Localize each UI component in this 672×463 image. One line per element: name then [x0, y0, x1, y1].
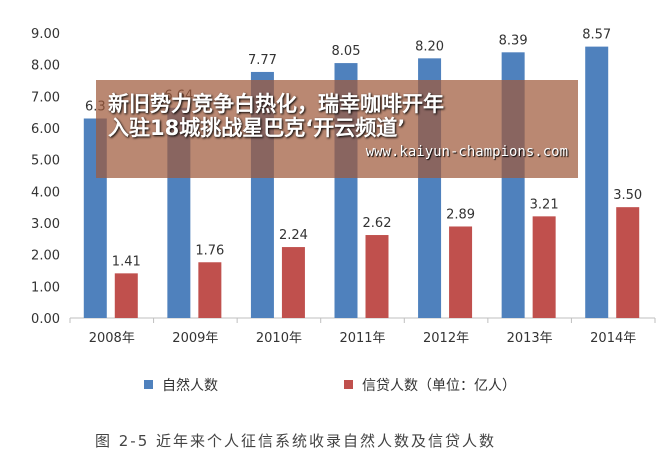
- x-tick-label: 2010年: [256, 331, 302, 346]
- legend-swatch-series-2: [344, 380, 353, 389]
- x-tick-label: 2014年: [590, 331, 636, 346]
- data-label-series-1: 8.57: [582, 28, 611, 43]
- bar-series-2-2010年: [281, 247, 305, 318]
- overlay-url: www.kaiyun-champions.com: [365, 144, 568, 160]
- data-label-series-2: 2.89: [446, 207, 475, 222]
- x-tick-label: 2008年: [89, 331, 135, 346]
- data-label-series-2: 1.41: [112, 254, 141, 269]
- legend-swatch-series-1: [144, 380, 153, 389]
- y-tick-label: 8.00: [31, 59, 60, 74]
- figure-caption: 图 2-5 近年来个人征信系统收录自然人数及信贷人数: [95, 432, 496, 450]
- bar-series-2-2012年: [449, 226, 473, 318]
- overlay-headline-line-2: 入驻18城挑战星巴克‘开云频道’: [108, 116, 406, 140]
- x-tick-label: 2011年: [339, 331, 385, 346]
- data-label-series-2: 3.21: [530, 197, 559, 212]
- data-label-series-2: 1.76: [195, 243, 224, 258]
- y-tick-label: 0.00: [31, 312, 60, 327]
- overlay-headline-line-1: 新旧势力竞争白热化，瑞幸咖啡开年: [108, 92, 444, 116]
- y-tick-label: 7.00: [31, 90, 60, 105]
- axes: 0.00 1.00 2.00 3.00 4.00 5.00 6.00 7.00 8.00 9.00…: [31, 27, 656, 346]
- bar-series-2-2009年: [198, 262, 222, 318]
- y-tick-label: 4.00: [31, 185, 60, 200]
- y-tick-label: 9.00: [31, 27, 60, 42]
- x-tick-label: 2009年: [172, 331, 218, 346]
- data-label-series-1: 8.05: [332, 44, 361, 59]
- data-label-series-2: 3.50: [613, 188, 642, 203]
- y-tick-label: 3.00: [31, 217, 60, 232]
- y-tick-label: 6.00: [31, 122, 60, 137]
- data-labels: 6.36.647.778.058.208.398.571.411.762.242…: [85, 28, 642, 270]
- data-label-series-1: 7.77: [248, 53, 277, 68]
- x-tick-label: 2013年: [507, 331, 553, 346]
- bar-series-2-2013年: [532, 216, 556, 318]
- bar-series-2-2014年: [616, 207, 640, 318]
- bar-series-2-2008年: [114, 273, 138, 318]
- legend: 自然人数 信贷人数（单位：亿人）: [144, 377, 516, 394]
- y-tick-label: 5.00: [31, 154, 60, 169]
- overlay-banner: 新旧势力竞争白热化，瑞幸咖啡开年 入驻18城挑战星巴克‘开云频道’ www.ka…: [96, 80, 578, 178]
- y-tick-label: 1.00: [31, 280, 60, 295]
- data-label-series-2: 2.62: [363, 216, 392, 231]
- bar-series-1-2014年: [585, 46, 609, 318]
- legend-label-series-1: 自然人数: [162, 377, 218, 394]
- bar-series-2-2011年: [365, 235, 389, 318]
- data-label-series-1: 8.39: [499, 33, 528, 48]
- data-label-series-2: 2.24: [279, 228, 308, 243]
- legend-label-series-2: 信贷人数（单位：亿人）: [362, 378, 516, 394]
- x-tick-label: 2012年: [423, 331, 469, 346]
- y-tick-label: 2.00: [31, 249, 60, 264]
- data-label-series-1: 8.20: [415, 39, 444, 54]
